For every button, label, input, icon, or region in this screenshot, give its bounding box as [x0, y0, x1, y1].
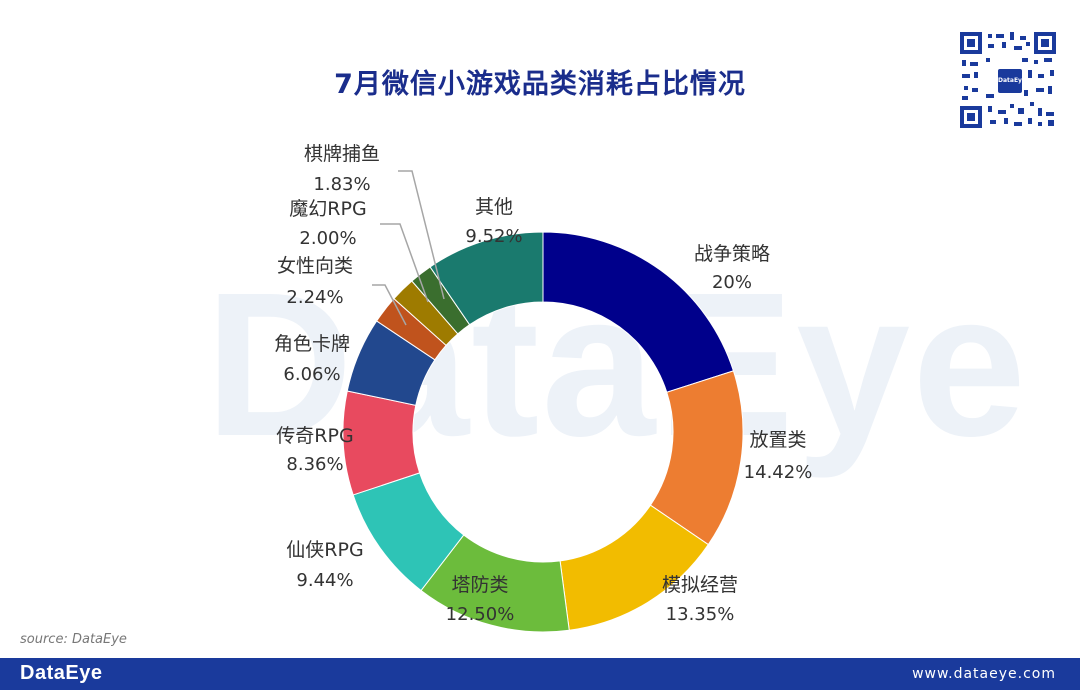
qr-code[interactable]: DataEye [958, 30, 1058, 130]
footer-logo: DataEye [20, 662, 103, 684]
slice-name-label: 魔幻RPG [289, 198, 366, 220]
qr-pattern-icon [960, 32, 1056, 128]
slice-value-label: 2.00% [299, 228, 356, 249]
slice-value-label: 1.83% [313, 174, 370, 195]
slice-name-label: 其他 [475, 196, 513, 218]
leader-line-9 [380, 223, 429, 303]
slice-value-label: 9.44% [296, 570, 353, 591]
slice-value-label: 13.35% [666, 604, 735, 625]
slice-value-label: 8.36% [286, 454, 343, 475]
slice-name-label: 仙侠RPG [286, 539, 363, 561]
slice-name-label: 模拟经营 [662, 574, 738, 596]
chart-title: 7月微信小游戏品类消耗占比情况 [334, 69, 746, 100]
footer-bar: DataEye www.dataeye.com [0, 658, 1080, 690]
leader-line-8 [372, 284, 407, 326]
qr-logo: DataEye [996, 67, 1026, 95]
slice-name-label: 角色卡牌 [274, 333, 350, 355]
slice-name-label: 棋牌捕鱼 [304, 143, 380, 165]
footer-url[interactable]: www.dataeye.com [912, 666, 1056, 682]
slice-value-label: 20% [712, 272, 752, 293]
source-note: source: DataEye [20, 632, 127, 647]
donut-slice-11 [429, 231, 544, 326]
leader-line-10 [398, 170, 445, 300]
slice-value-label: 9.52% [465, 226, 522, 247]
slice-name-label: 放置类 [749, 429, 806, 451]
slice-name-label: 女性向类 [277, 255, 353, 277]
slice-name-label: 战争策略 [694, 243, 770, 265]
slice-name-label: 传奇RPG [276, 425, 353, 447]
slice-value-label: 12.50% [446, 604, 515, 625]
slice-value-label: 14.42% [744, 462, 813, 483]
slice-value-label: 6.06% [283, 364, 340, 385]
slice-value-label: 2.24% [286, 287, 343, 308]
slice-name-label: 塔防类 [451, 574, 508, 596]
